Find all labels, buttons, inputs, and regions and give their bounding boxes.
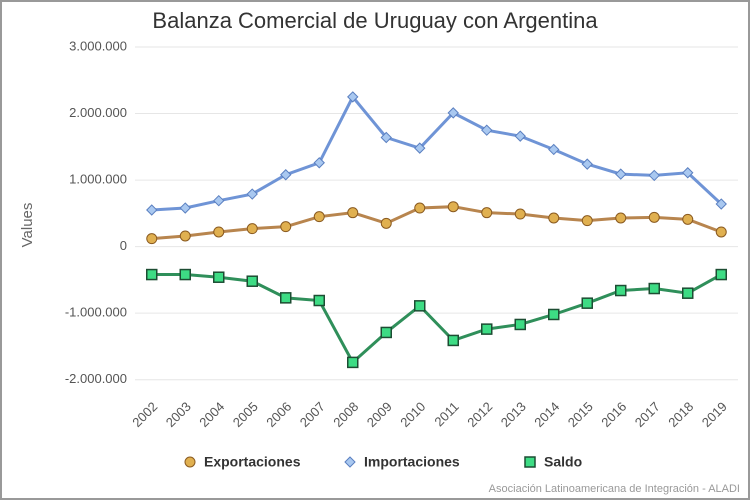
marker xyxy=(715,226,727,238)
marker xyxy=(514,130,526,142)
marker xyxy=(524,456,536,468)
marker xyxy=(548,143,560,156)
marker xyxy=(213,271,225,283)
marker xyxy=(481,124,493,136)
chart-title: Balanza Comercial de Uruguay con Argenti… xyxy=(152,8,598,33)
marker xyxy=(179,230,191,242)
marker xyxy=(682,167,694,179)
marker xyxy=(481,207,493,219)
marker xyxy=(184,456,196,468)
legend-item[interactable]: Exportaciones xyxy=(184,454,301,470)
marker xyxy=(347,207,359,219)
marker xyxy=(682,213,694,225)
marker xyxy=(414,142,426,154)
y-tick-label: -1.000.000 xyxy=(65,305,127,320)
marker xyxy=(648,211,660,223)
legend-item[interactable]: Importaciones xyxy=(344,454,460,470)
marker xyxy=(313,157,325,169)
marker xyxy=(146,268,158,281)
marker xyxy=(581,297,593,309)
marker xyxy=(615,212,627,224)
legend-label: Exportaciones xyxy=(204,454,301,470)
credits: Asociación Latinoamericana de Integració… xyxy=(489,483,740,495)
marker xyxy=(648,282,660,295)
marker xyxy=(481,323,493,335)
marker xyxy=(146,204,158,216)
series-line xyxy=(151,205,722,241)
y-axis-label: Values xyxy=(19,203,36,248)
marker xyxy=(682,287,694,299)
y-tick-label: 0 xyxy=(120,238,127,253)
marker xyxy=(615,168,627,180)
marker xyxy=(414,202,426,214)
marker xyxy=(447,201,459,213)
marker xyxy=(246,223,258,235)
marker xyxy=(280,221,292,233)
marker xyxy=(581,158,593,170)
marker xyxy=(548,212,560,224)
marker xyxy=(246,188,258,200)
marker xyxy=(280,169,292,181)
marker xyxy=(246,275,258,287)
legend-item[interactable]: Saldo xyxy=(524,454,582,470)
marker xyxy=(179,268,191,281)
marker xyxy=(347,91,359,103)
marker xyxy=(414,300,426,312)
marker xyxy=(514,208,526,220)
marker xyxy=(344,456,356,468)
marker xyxy=(380,217,392,229)
series-line xyxy=(151,94,723,212)
marker xyxy=(213,194,225,207)
marker xyxy=(615,284,627,297)
marker xyxy=(347,356,359,369)
y-tick-label: 2.000.000 xyxy=(69,105,127,120)
marker xyxy=(715,198,727,210)
marker xyxy=(715,268,727,281)
legend-label: Saldo xyxy=(544,454,582,470)
marker xyxy=(648,169,660,182)
marker xyxy=(380,326,392,339)
y-tick-label: 3.000.000 xyxy=(69,38,127,53)
marker xyxy=(146,233,158,245)
legend-label: Importaciones xyxy=(364,454,460,470)
marker xyxy=(447,107,459,119)
marker xyxy=(313,294,325,307)
marker xyxy=(213,226,225,238)
marker xyxy=(380,131,392,144)
marker xyxy=(313,211,325,223)
marker xyxy=(447,334,459,347)
y-tick-label: -2.000.000 xyxy=(65,371,127,386)
y-tick-label: 1.000.000 xyxy=(69,172,127,187)
marker xyxy=(514,318,526,331)
marker xyxy=(581,215,593,227)
marker xyxy=(280,292,292,304)
marker xyxy=(548,308,560,321)
marker xyxy=(179,202,191,214)
